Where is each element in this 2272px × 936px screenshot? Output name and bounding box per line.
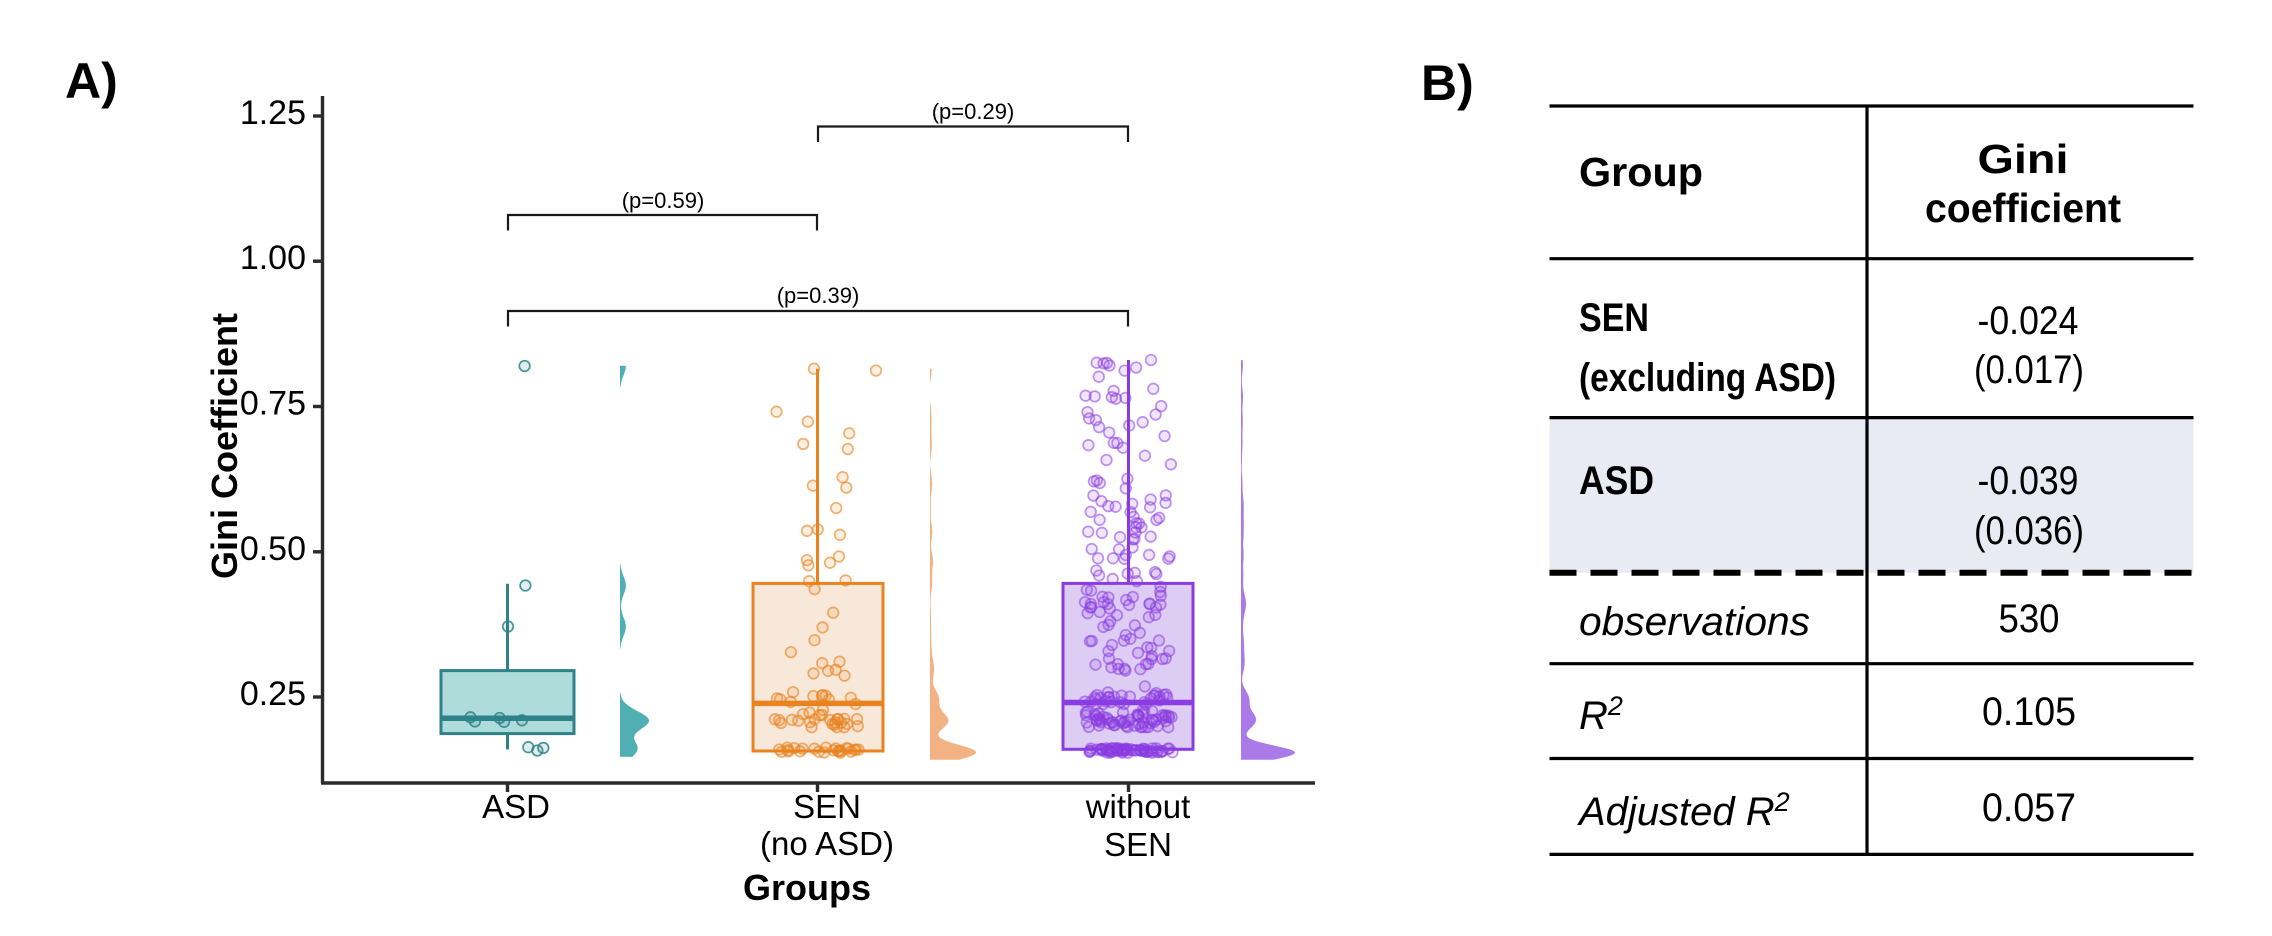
- svg-text:Adjusted R2: Adjusted R2: [1577, 787, 1790, 834]
- svg-text:Group: Group: [1579, 149, 1703, 195]
- svg-text:Groups: Groups: [743, 867, 871, 908]
- svg-text:A): A): [65, 53, 118, 109]
- svg-text:ASD: ASD: [482, 788, 550, 825]
- svg-text:0.50: 0.50: [240, 530, 306, 568]
- svg-text:-0.039: -0.039: [1978, 459, 2079, 503]
- svg-text:(p=0.59): (p=0.59): [622, 188, 705, 213]
- svg-text:0.25: 0.25: [240, 675, 306, 713]
- svg-text:530: 530: [1999, 597, 2060, 641]
- svg-text:SEN: SEN: [793, 788, 861, 825]
- svg-text:(p=0.39): (p=0.39): [777, 283, 860, 308]
- svg-text:B): B): [1421, 55, 1474, 111]
- svg-text:0.105: 0.105: [1982, 690, 2076, 734]
- svg-text:without: without: [1085, 788, 1191, 825]
- svg-text:(no ASD): (no ASD): [760, 825, 894, 862]
- svg-text:SEN: SEN: [1104, 826, 1172, 863]
- svg-text:(excluding ASD): (excluding ASD): [1579, 356, 1836, 400]
- svg-text:Gini Coefficient: Gini Coefficient: [204, 313, 245, 579]
- svg-text:SEN: SEN: [1579, 296, 1649, 340]
- svg-text:(0.036): (0.036): [1974, 509, 2084, 553]
- svg-text:-0.024: -0.024: [1978, 299, 2079, 343]
- svg-text:coefficient: coefficient: [1925, 185, 2121, 231]
- svg-text:1.00: 1.00: [240, 239, 306, 277]
- svg-text:1.25: 1.25: [240, 94, 306, 132]
- svg-text:(p=0.29): (p=0.29): [932, 99, 1015, 124]
- svg-text:ASD: ASD: [1579, 459, 1654, 503]
- svg-text:Gini: Gini: [1978, 136, 2069, 182]
- svg-text:0.75: 0.75: [240, 385, 306, 423]
- svg-text:0.057: 0.057: [1982, 786, 2076, 830]
- svg-text:(0.017): (0.017): [1974, 348, 2084, 392]
- svg-text:observations: observations: [1579, 600, 1810, 644]
